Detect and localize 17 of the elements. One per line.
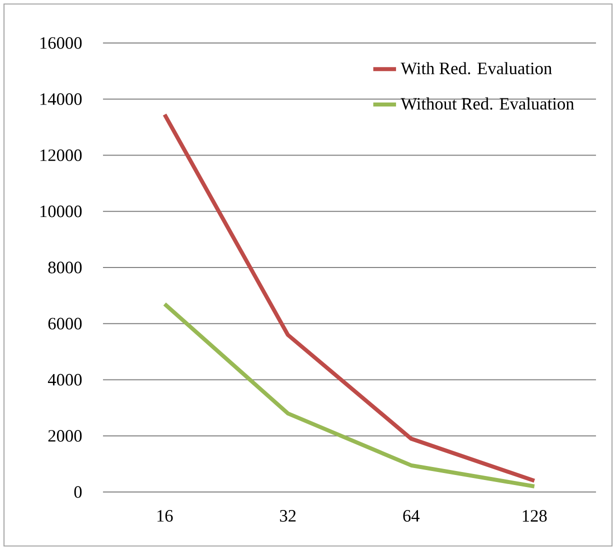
legend-label: With Red. Evaluation xyxy=(400,62,552,74)
x-tick-label: 32 xyxy=(280,510,296,522)
x-tick-label: 128 xyxy=(522,510,547,522)
legend-label: Without Red. Evaluation xyxy=(400,97,574,110)
y-tick-label: 4000 xyxy=(48,374,82,386)
y-tick-label: 2000 xyxy=(48,430,82,442)
line-series xyxy=(162,302,536,488)
line-series xyxy=(162,112,536,483)
y-tick-label: 10000 xyxy=(40,206,82,218)
y-tick-label: 6000 xyxy=(48,318,82,330)
x-tick-label: 64 xyxy=(403,510,420,522)
y-tick-label: 16000 xyxy=(40,37,82,49)
y-tick-label: 14000 xyxy=(40,93,82,105)
y-tick-label: 12000 xyxy=(40,149,82,162)
y-tick-label: 0 xyxy=(74,486,82,498)
x-tick-label: 16 xyxy=(157,510,173,522)
y-tick-label: 8000 xyxy=(48,262,82,274)
